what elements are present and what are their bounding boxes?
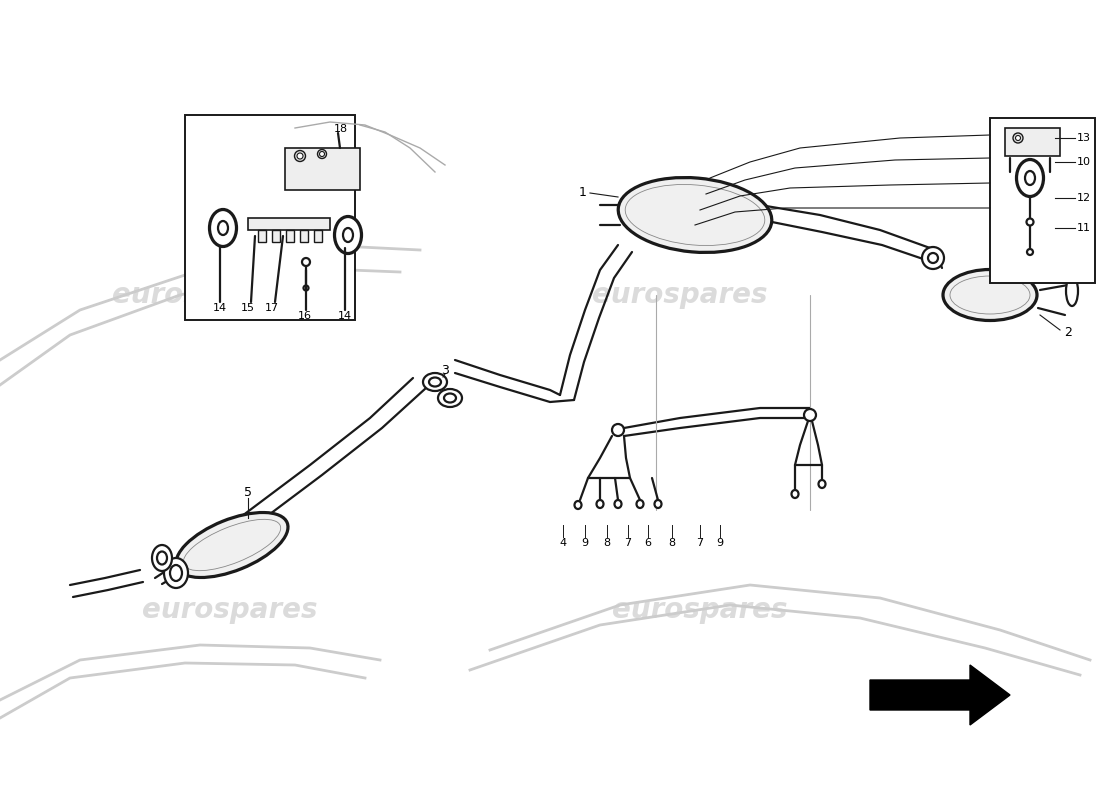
Ellipse shape xyxy=(1066,276,1078,306)
Text: eurospares: eurospares xyxy=(142,596,318,624)
Text: 5: 5 xyxy=(244,486,252,499)
Ellipse shape xyxy=(922,247,944,269)
Text: eurospares: eurospares xyxy=(592,281,768,309)
Ellipse shape xyxy=(654,500,661,508)
Ellipse shape xyxy=(297,153,302,159)
Ellipse shape xyxy=(596,500,604,508)
Text: 3: 3 xyxy=(441,363,449,377)
Ellipse shape xyxy=(444,394,456,402)
Ellipse shape xyxy=(1013,133,1023,143)
Ellipse shape xyxy=(618,177,772,253)
FancyBboxPatch shape xyxy=(990,118,1094,283)
Ellipse shape xyxy=(209,209,236,247)
Text: eurospares: eurospares xyxy=(613,596,788,624)
Ellipse shape xyxy=(164,558,188,588)
Ellipse shape xyxy=(318,150,327,158)
FancyBboxPatch shape xyxy=(185,115,355,320)
FancyBboxPatch shape xyxy=(1005,128,1060,156)
FancyBboxPatch shape xyxy=(314,230,322,242)
Ellipse shape xyxy=(334,216,362,254)
Text: 18: 18 xyxy=(334,124,348,134)
Ellipse shape xyxy=(170,565,182,581)
Text: 11: 11 xyxy=(1077,223,1091,233)
Ellipse shape xyxy=(218,221,228,235)
Ellipse shape xyxy=(943,269,1037,321)
Ellipse shape xyxy=(424,373,447,391)
Text: 1: 1 xyxy=(579,186,587,199)
Text: 16: 16 xyxy=(298,311,312,321)
Ellipse shape xyxy=(574,501,582,509)
Ellipse shape xyxy=(1026,218,1034,226)
Text: 12: 12 xyxy=(1077,193,1091,203)
Ellipse shape xyxy=(152,545,172,571)
Text: 14: 14 xyxy=(213,303,227,313)
Ellipse shape xyxy=(818,480,825,488)
FancyBboxPatch shape xyxy=(286,230,294,242)
Ellipse shape xyxy=(928,253,938,263)
Ellipse shape xyxy=(612,424,624,436)
Ellipse shape xyxy=(343,228,353,242)
Ellipse shape xyxy=(1025,171,1035,185)
Ellipse shape xyxy=(804,409,816,421)
Ellipse shape xyxy=(429,378,441,386)
Text: 6: 6 xyxy=(645,538,651,548)
Ellipse shape xyxy=(157,551,167,565)
Text: 4: 4 xyxy=(560,538,566,548)
Ellipse shape xyxy=(319,151,324,157)
Ellipse shape xyxy=(176,512,288,578)
Ellipse shape xyxy=(1016,159,1044,197)
Text: 10: 10 xyxy=(1077,157,1091,167)
Ellipse shape xyxy=(1015,135,1021,141)
Text: 8: 8 xyxy=(669,538,675,548)
Text: 17: 17 xyxy=(265,303,279,313)
Text: 9: 9 xyxy=(582,538,588,548)
Text: 7: 7 xyxy=(625,538,631,548)
FancyBboxPatch shape xyxy=(300,230,308,242)
Ellipse shape xyxy=(637,500,644,508)
Polygon shape xyxy=(870,665,1010,725)
Ellipse shape xyxy=(302,258,310,266)
Text: eurospares: eurospares xyxy=(112,281,288,309)
FancyBboxPatch shape xyxy=(285,148,360,190)
Text: 14: 14 xyxy=(338,311,352,321)
Text: 13: 13 xyxy=(1077,133,1091,143)
Text: 7: 7 xyxy=(696,538,704,548)
Ellipse shape xyxy=(295,150,306,162)
FancyBboxPatch shape xyxy=(272,230,280,242)
Ellipse shape xyxy=(438,389,462,407)
FancyBboxPatch shape xyxy=(258,230,266,242)
Text: 2: 2 xyxy=(1064,326,1071,339)
Ellipse shape xyxy=(1027,249,1033,255)
FancyBboxPatch shape xyxy=(248,218,330,230)
Text: 15: 15 xyxy=(241,303,255,313)
Ellipse shape xyxy=(304,286,308,290)
Ellipse shape xyxy=(615,500,622,508)
Text: 9: 9 xyxy=(716,538,724,548)
Text: 8: 8 xyxy=(604,538,611,548)
Ellipse shape xyxy=(792,490,799,498)
